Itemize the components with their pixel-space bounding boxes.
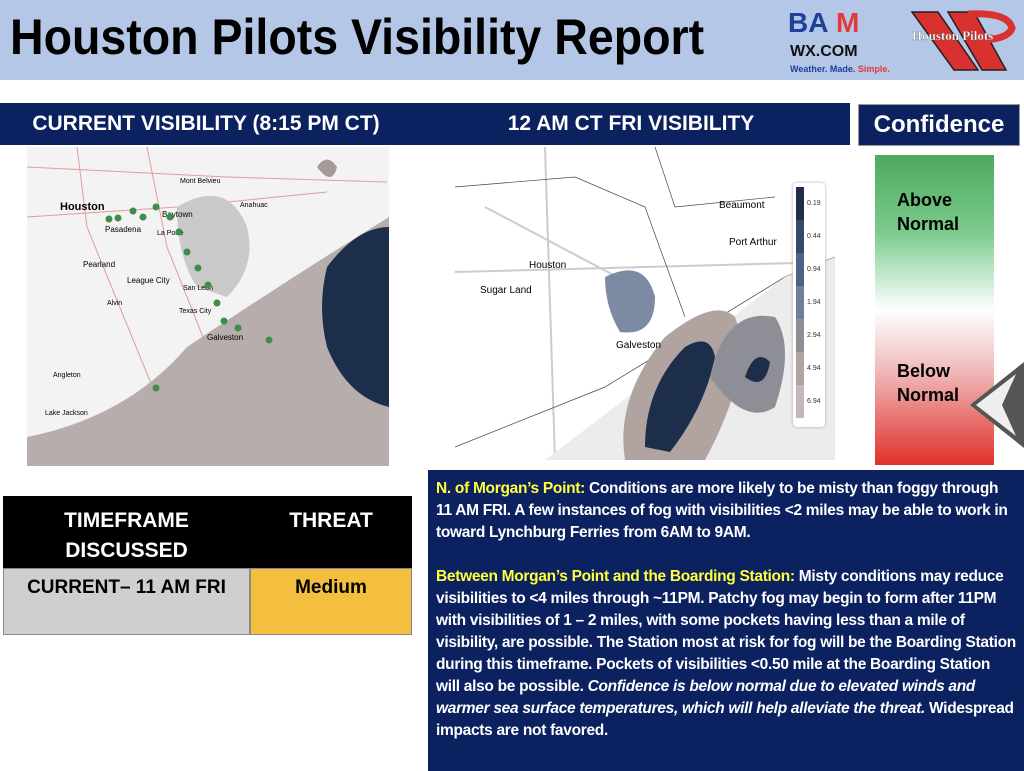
above-normal-label: Above Normal <box>897 190 960 234</box>
map-label: Pasadena <box>105 225 142 234</box>
legend-label: 0.19 <box>807 200 821 207</box>
legend-swatch <box>796 253 804 286</box>
section-tail: Widespread impacts are not favored. <box>436 700 1014 739</box>
map-label: San Leon <box>183 285 213 292</box>
map-label: League City <box>127 276 170 285</box>
visibility-legend: 0.19 0.44 0.94 1.94 2.94 4.94 6.94 <box>793 183 825 427</box>
legend-label: 0.94 <box>807 266 821 273</box>
map-label: Angleton <box>53 372 81 379</box>
section-body: Misty conditions may reduce visibilities… <box>436 568 1016 695</box>
legend-entry: 1.94 <box>793 286 825 319</box>
legend-entry: 4.94 <box>793 352 825 385</box>
legend-label: 2.94 <box>807 332 821 339</box>
map-label: Baytown <box>162 210 193 219</box>
current-visibility-map: Houston Mont Belvieu Baytown Anahuac Pas… <box>27 147 389 466</box>
timeframe-cell: CURRENT– 11 AM FRI <box>3 568 250 635</box>
page-title: Houston Pilots Visibility Report <box>10 9 705 65</box>
legend-entry: 6.94 <box>793 385 825 418</box>
map-label: Houston <box>529 260 567 271</box>
current-visibility-header: CURRENT VISIBILITY (8:15 PM CT) <box>0 103 412 145</box>
legend-label: 4.94 <box>807 365 821 372</box>
map-label: Houston <box>60 201 105 213</box>
legend-swatch <box>796 220 804 253</box>
legend-label: 1.94 <box>807 299 821 306</box>
map-label: Anahuac <box>240 202 268 209</box>
legend-swatch <box>796 187 804 220</box>
legend-entry: 0.44 <box>793 220 825 253</box>
map-label: Galveston <box>616 340 662 351</box>
section-heading: N. of Morgan’s Point: <box>436 480 585 497</box>
svg-text:BA: BA <box>788 7 828 38</box>
forecast-visibility-header: 12 AM CT FRI VISIBILITY <box>412 103 850 145</box>
map-label: Mont Belvieu <box>180 178 221 185</box>
legend-swatch <box>796 352 804 385</box>
map-label: La Porte <box>157 230 184 237</box>
confidence-header: Confidence <box>858 104 1020 146</box>
map-label: Port Arthur <box>729 237 777 248</box>
legend-entry: 0.19 <box>793 187 825 220</box>
confidence-gauge: Above Normal Below Normal <box>875 155 994 465</box>
threat-header: THREAT <box>250 496 412 568</box>
map-label: Texas City <box>179 308 212 315</box>
threat-table: TIMEFRAME DISCUSSED THREAT CURRENT– 11 A… <box>3 496 412 635</box>
legend-label: 0.44 <box>807 233 821 240</box>
houston-pilots-logo: Houston Pilots <box>908 6 1018 76</box>
map-label: Beaumont <box>719 200 765 211</box>
map-label: Lake Jackson <box>45 410 88 417</box>
legend-swatch <box>796 319 804 352</box>
svg-text:M: M <box>836 7 859 38</box>
bamwx-logo: BA M WX.COM Weather. Made. Simple. <box>784 4 904 76</box>
timeframe-header: TIMEFRAME DISCUSSED <box>3 496 250 568</box>
section-north-morgans-point: N. of Morgan’s Point: Conditions are mor… <box>436 478 1016 544</box>
legend-entry: 0.94 <box>793 253 825 286</box>
legend-swatch <box>796 286 804 319</box>
legend-label: 6.94 <box>807 398 821 405</box>
section-body: Conditions are more likely to be misty t… <box>436 480 1008 541</box>
map-label: Alvin <box>107 300 123 307</box>
svg-text:Houston Pilots: Houston Pilots <box>912 28 993 43</box>
section-heading: Between Morgan’s Point and the Boarding … <box>436 568 795 585</box>
svg-text:WX.COM: WX.COM <box>790 43 858 60</box>
legend-swatch <box>796 385 804 418</box>
threat-level-cell: Medium <box>250 568 412 635</box>
confidence-note: Confidence is below normal due to elevat… <box>436 678 976 717</box>
section-morgans-to-boarding: Between Morgan’s Point and the Boarding … <box>436 566 1016 742</box>
confidence-pointer-icon <box>968 362 1024 448</box>
station-markers <box>105 203 273 392</box>
forecast-visibility-map: Beaumont Port Arthur Houston Sugar Land … <box>455 147 835 460</box>
map-label: Sugar Land <box>480 285 532 296</box>
discussion-box: N. of Morgan’s Point: Conditions are mor… <box>428 470 1024 771</box>
map-label: Pearland <box>83 260 116 269</box>
svg-text:Weather. Made. Simple.: Weather. Made. Simple. <box>790 64 890 74</box>
map-label: Galveston <box>207 333 244 342</box>
below-normal-label: Below Normal <box>897 361 960 405</box>
legend-entry: 2.94 <box>793 319 825 352</box>
header-band <box>0 0 1024 80</box>
